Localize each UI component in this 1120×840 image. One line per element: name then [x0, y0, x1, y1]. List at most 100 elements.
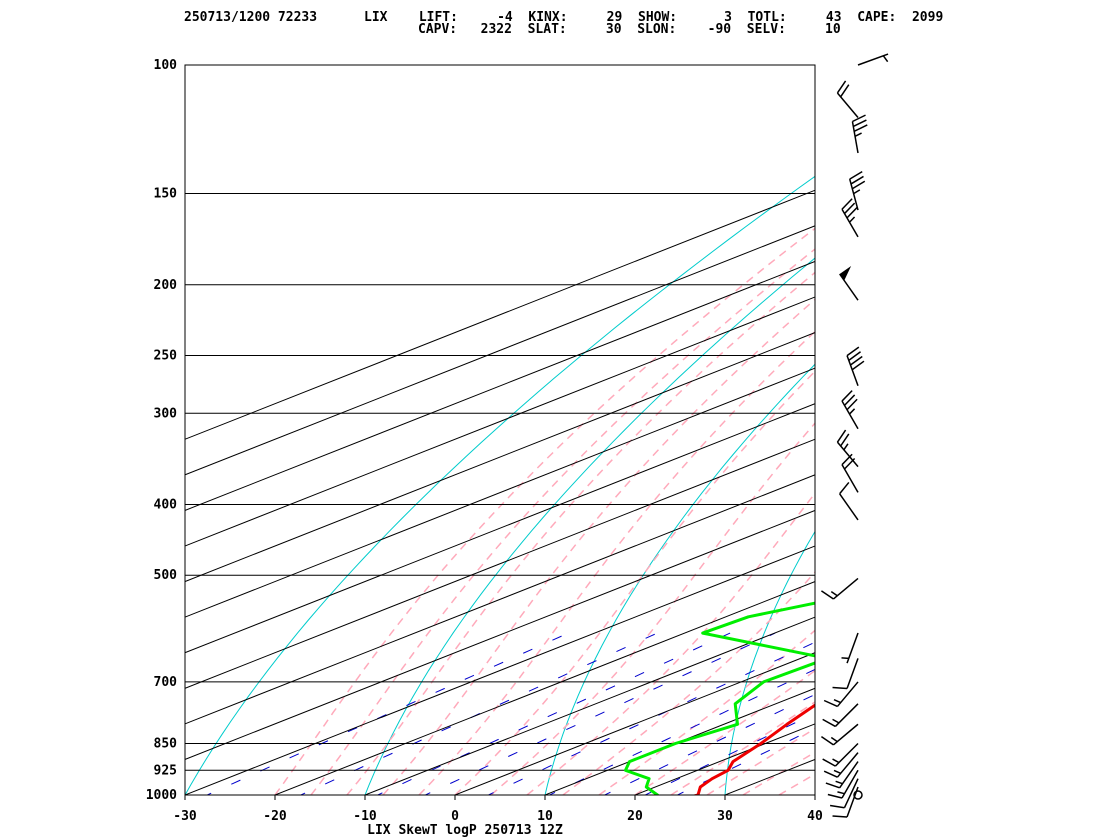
header-label-slat: SLAT: [527, 22, 575, 37]
chart-footer: LIX SkewT logP 250713 12Z [367, 823, 563, 838]
moist-adiabat [490, 421, 815, 795]
wind-barb [822, 703, 859, 728]
header-value-slat: 30 [574, 22, 638, 37]
mixing-ratio-line [644, 712, 815, 795]
wind-barb [823, 681, 859, 708]
wind-barb [848, 170, 866, 211]
header-value-totl: 43 [794, 10, 858, 25]
mixing-ratio-line [205, 632, 569, 795]
isotherm [723, 758, 815, 795]
wind-barb [839, 481, 859, 521]
dewpoint-profile [624, 601, 815, 795]
temperature-tick-label: 0 [451, 809, 459, 824]
pressure-tick-label: 700 [154, 675, 178, 690]
header-value-slon: -90 [684, 22, 747, 37]
header-value-selv: 10 [793, 22, 857, 37]
mixing-ratio-line [299, 632, 658, 795]
dry-adiabat [1072, 49, 1120, 811]
isotherm [185, 367, 815, 618]
isotherm [185, 260, 815, 511]
temperature-tick-label: -10 [353, 809, 377, 824]
header-value-lift: -4 [465, 10, 529, 25]
moist-adiabat [706, 727, 815, 795]
wind-barb [832, 658, 859, 690]
mixing-ratio-line [603, 693, 815, 795]
moist-adiabat [418, 330, 815, 795]
wind-barb [821, 723, 859, 746]
pressure-tick-label: 925 [154, 763, 177, 778]
moist-adiabat [562, 570, 815, 795]
moist-adiabat [526, 491, 815, 795]
dry-adiabat [724, 530, 815, 795]
header-label-slon: SLON: [637, 22, 685, 37]
header-label-kinx: KINX: [528, 10, 576, 25]
moist-adiabat [634, 669, 815, 795]
isotherm [273, 581, 815, 795]
isotherm [185, 189, 815, 440]
moist-adiabat [382, 298, 815, 795]
header-station: 72233 [277, 10, 365, 25]
moist-adiabat [778, 773, 815, 795]
pressure-tick-label: 300 [154, 406, 178, 421]
isotherm [813, 794, 815, 795]
moist-adiabat [670, 701, 815, 795]
wind-barb [823, 752, 859, 778]
header-stamp: 250713/1200 [184, 10, 278, 25]
isotherm [185, 225, 815, 476]
temperature-tick-label: 40 [807, 809, 823, 824]
temperature-tick-label: 10 [537, 809, 553, 824]
wind-barb [829, 778, 859, 809]
isotherm [543, 687, 815, 795]
plot-area [185, 49, 1120, 811]
isotherm [633, 723, 815, 795]
header-line-2: CAPV: 2322 SLAT: 30 SLON: -90 SELV: 10 [418, 22, 856, 37]
temperature-tick-label: -30 [173, 809, 197, 824]
dry-adiabat [364, 257, 815, 795]
wind-barb [851, 114, 868, 154]
header-value-kinx: 29 [575, 10, 638, 25]
isotherm [185, 474, 815, 725]
pressure-tick-label: 400 [154, 498, 178, 513]
wind-barb [841, 390, 859, 430]
isotherm [185, 403, 815, 654]
pressure-tick-label: 1000 [146, 788, 177, 803]
isotherm [185, 332, 815, 583]
temperature-tick-label: 30 [717, 809, 733, 824]
header-label-cape: CAPE: [857, 10, 905, 25]
moist-adiabat [310, 248, 815, 795]
plot-frame [184, 64, 816, 796]
dry-adiabat [185, 175, 815, 795]
isotherm [185, 438, 815, 689]
header-line-1: 250713/1200 72233 LIX LIFT: -4 KINX: 29 … [184, 10, 959, 25]
wind-barb [841, 198, 859, 238]
temperature-profile [692, 703, 815, 795]
isotherm [866, 49, 1120, 811]
wind-barb [822, 742, 859, 767]
header-label-selv: SELV: [746, 22, 794, 37]
isotherm [185, 509, 815, 760]
wind-barb [821, 577, 859, 600]
mixing-ratio-line [487, 641, 815, 795]
pressure-tick-label: 200 [154, 278, 178, 293]
temperature-tick-label: 20 [627, 809, 643, 824]
wind-barb [827, 769, 859, 799]
header-value-show: 3 [684, 10, 748, 25]
mixing-ratio-line [376, 632, 731, 795]
header-stid: LIX [364, 10, 419, 25]
wind-barb [839, 265, 859, 301]
pressure-tick-label: 500 [154, 568, 178, 583]
moist-adiabat [454, 370, 815, 795]
pressure-tick-label: 150 [154, 187, 178, 202]
isotherm [185, 545, 815, 795]
dry-adiabat [544, 363, 815, 795]
header-label-lift: LIFT: [418, 10, 466, 25]
isotherm [185, 296, 815, 547]
isotherm [363, 616, 815, 795]
pressure-tick-label: 100 [154, 58, 178, 73]
moist-adiabat [742, 751, 815, 795]
header-label-show: SHOW: [638, 10, 685, 25]
wind-barb [846, 346, 865, 386]
pressure-tick-label: 850 [154, 736, 178, 751]
temperature-tick-label: -20 [263, 809, 287, 824]
